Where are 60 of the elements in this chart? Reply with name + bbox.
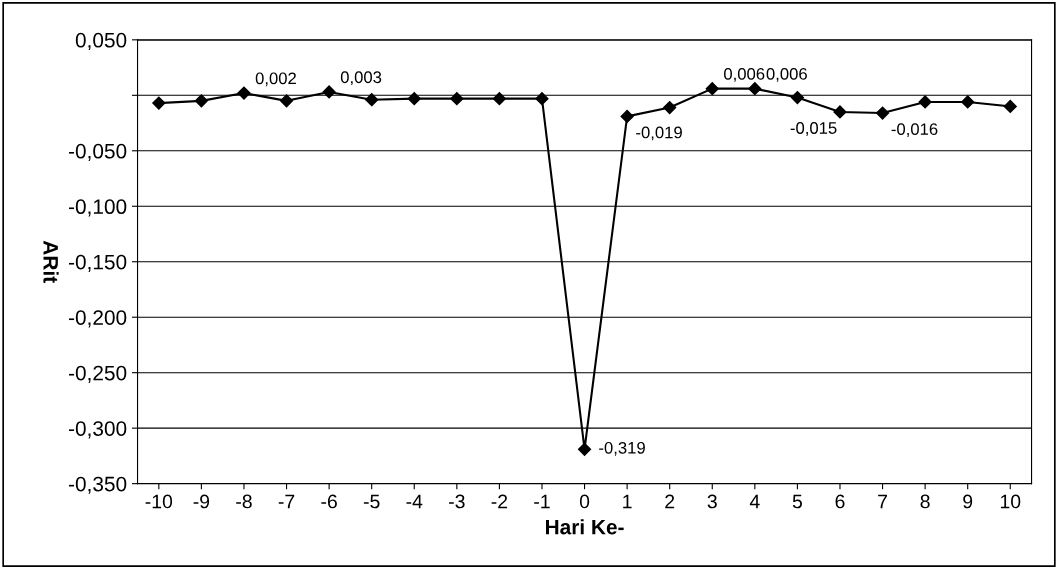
point <box>450 92 464 106</box>
point <box>705 82 719 96</box>
point <box>279 94 294 108</box>
x-tick-label: -9 <box>193 494 210 509</box>
x-tick-label: 10 <box>1000 494 1021 509</box>
point <box>790 90 804 105</box>
point <box>535 92 549 106</box>
x-tick-label: -8 <box>236 494 252 509</box>
x-tick-label: -10 <box>145 494 173 509</box>
x-tick-label: -4 <box>406 494 423 509</box>
point <box>152 96 166 110</box>
point <box>663 100 677 115</box>
y-tick-label: -0,150 <box>68 254 127 272</box>
y-tick-label: -0,050 <box>68 143 127 161</box>
x-tick-label: 5 <box>792 494 802 509</box>
point <box>748 82 762 96</box>
point <box>833 105 847 119</box>
data-label: 0,006 <box>766 68 807 82</box>
data-label: -0,015 <box>790 122 837 136</box>
data-label: 0,002 <box>255 72 296 87</box>
y-tick-label: -0,350 <box>68 476 127 494</box>
y-axis-title: ARit <box>43 240 59 283</box>
data-label: 0,003 <box>340 71 382 86</box>
data-label: -0,319 <box>599 441 645 456</box>
x-tick-label: 1 <box>623 494 632 509</box>
y-tick-label: -0,250 <box>68 365 127 383</box>
point <box>875 106 890 120</box>
x-tick-label: -1 <box>534 494 550 509</box>
point <box>918 95 932 109</box>
data-label: -0,016 <box>891 123 938 137</box>
point <box>1003 99 1017 113</box>
y-tick-label: -0,100 <box>68 199 127 217</box>
y-tick-label: -0,300 <box>68 421 127 439</box>
point <box>237 86 251 100</box>
point <box>961 95 975 109</box>
point <box>407 92 421 106</box>
point <box>194 94 208 108</box>
x-axis-title: Hari Ke- <box>546 519 624 535</box>
data-label: 0,006 <box>724 68 765 82</box>
x-tick-label: -6 <box>321 494 337 509</box>
point <box>620 109 634 123</box>
x-tick-label: 3 <box>707 494 717 509</box>
x-tick-label: -2 <box>491 494 508 509</box>
point <box>492 92 506 106</box>
x-tick-label: -7 <box>278 494 295 509</box>
x-tick-label: 9 <box>963 494 973 509</box>
x-tick-label: -5 <box>363 494 380 509</box>
y-tick-label: 0,050 <box>75 32 127 51</box>
data-label: -0,019 <box>636 126 682 141</box>
x-tick-label: 0 <box>579 494 590 509</box>
x-tick-label: 7 <box>878 494 887 509</box>
point <box>365 93 379 107</box>
x-tick-label: 8 <box>920 494 930 509</box>
x-tick-label: -3 <box>449 494 465 509</box>
point <box>577 442 592 456</box>
point <box>322 85 336 99</box>
x-tick-label: 6 <box>835 494 845 509</box>
x-tick-label: 4 <box>749 494 760 509</box>
x-tick-label: 2 <box>665 494 675 509</box>
y-tick-label: -0,200 <box>68 310 127 328</box>
